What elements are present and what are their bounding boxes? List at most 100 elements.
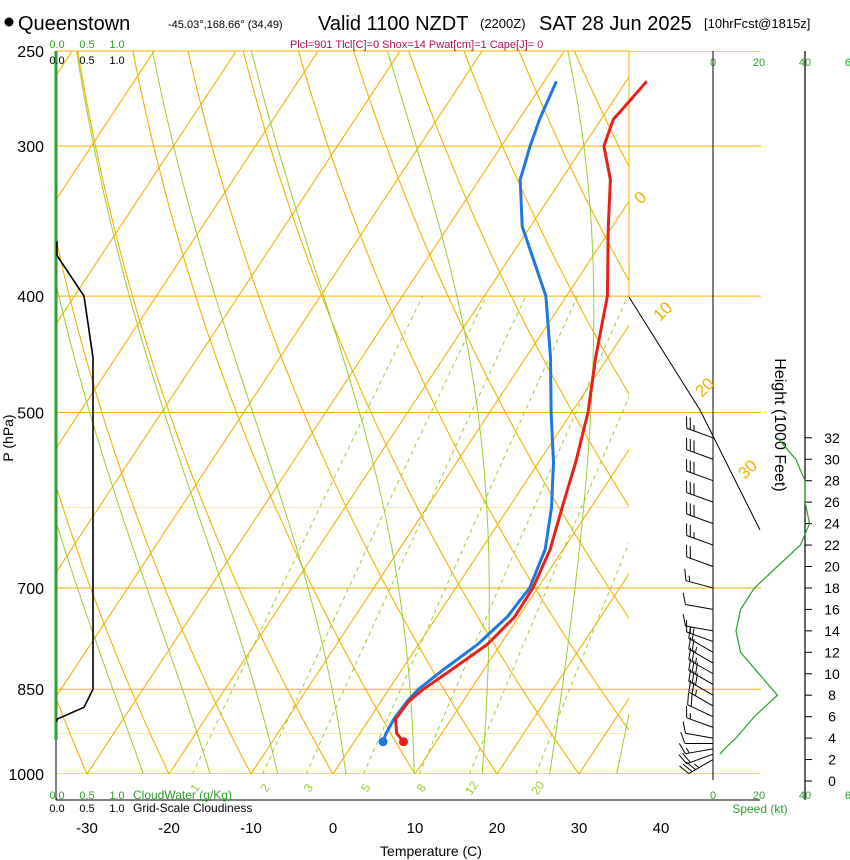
dry-adiabat-30 bbox=[242, 51, 580, 774]
dry-adiabat--30 bbox=[56, 696, 88, 774]
isotherm--20 bbox=[168, 76, 629, 774]
wind-panel-isobars bbox=[629, 51, 761, 774]
valid-utc: (2200Z) bbox=[480, 16, 526, 31]
speed-axis-labels: 0 0 20 20 40 40 60 60 bbox=[710, 51, 850, 802]
dry-adiabat-10 bbox=[132, 51, 416, 774]
pressure-label-400: 400 bbox=[17, 289, 44, 306]
wind-barb bbox=[682, 721, 714, 739]
mixing-ratio-8 bbox=[418, 295, 629, 774]
dry-adiabat-40 bbox=[297, 51, 629, 732]
dry-adiabat-20 bbox=[187, 51, 498, 774]
wind-barb-flag bbox=[682, 721, 686, 734]
wind-barb-staff bbox=[688, 759, 714, 774]
wind-barb-flag bbox=[678, 754, 688, 765]
wind-barb-flag bbox=[688, 575, 691, 582]
moist-adiabat-6 bbox=[549, 51, 595, 774]
wind-barb-staff bbox=[685, 580, 714, 589]
mixing-ratio-label-20: 20 bbox=[528, 778, 547, 797]
y-axis-label: P (hPa) bbox=[0, 414, 16, 461]
wind-barb bbox=[687, 692, 714, 718]
wind-barb-flag bbox=[695, 689, 697, 696]
moist-adiabat-label-10: 10 bbox=[649, 298, 676, 325]
forecast-info: [10hrFcst@1815z] bbox=[704, 16, 810, 31]
wind-barb-flag bbox=[695, 646, 697, 654]
wind-barb bbox=[686, 544, 714, 567]
isotherm--70 bbox=[56, 51, 237, 325]
wind-barb-flag bbox=[682, 592, 686, 605]
wind-barb-staff bbox=[686, 556, 714, 567]
dry-adiabat-130 bbox=[783, 30, 850, 800]
wind-barb-staff bbox=[686, 427, 714, 439]
wind-barb bbox=[686, 459, 714, 482]
speed-label-bottom-20: 20 bbox=[753, 790, 765, 802]
wind-barb-staff bbox=[686, 753, 714, 765]
wind-barb-staff bbox=[686, 449, 714, 460]
height-label-24: 24 bbox=[824, 516, 840, 532]
wind-barb bbox=[682, 592, 714, 610]
wind-barb bbox=[686, 502, 714, 525]
moist-adiabat-label-0: 0 bbox=[630, 188, 650, 208]
dry-adiabat-50 bbox=[353, 51, 629, 620]
height-label-14: 14 bbox=[824, 623, 840, 639]
wind-barb-flag bbox=[680, 732, 686, 744]
moist-adiabat-7 bbox=[616, 711, 629, 774]
wind-barb-staff bbox=[688, 691, 714, 707]
height-label-0: 0 bbox=[828, 773, 836, 789]
height-label-32: 32 bbox=[824, 430, 840, 446]
wind-barb-staff bbox=[686, 513, 714, 525]
wind-barb bbox=[686, 705, 714, 728]
temperature-label-20: 20 bbox=[489, 820, 506, 837]
dry-adiabat-110 bbox=[674, 30, 850, 800]
wind-barb-flag bbox=[687, 692, 690, 705]
mixing-ratio-label-3: 3 bbox=[301, 781, 316, 795]
wind-barb-flag bbox=[678, 743, 686, 754]
cloud-water-scale-top-0.0: 0.0 bbox=[49, 39, 64, 51]
wind-barb-staff bbox=[686, 631, 714, 643]
parcel-line bbox=[628, 296, 761, 531]
cloud-water-scale-bottom-0.5: 0.5 bbox=[79, 790, 94, 802]
valid-date: SAT 28 Jun 2025 bbox=[539, 13, 692, 35]
wind-barb bbox=[686, 437, 714, 460]
height-label-20: 20 bbox=[824, 559, 840, 575]
temperature-label--20: -20 bbox=[158, 820, 180, 837]
speed-label-bottom-60: 60 bbox=[845, 790, 850, 802]
moist-adiabat-5 bbox=[386, 51, 490, 774]
station-coords: -45.03°,168.66° (34,49) bbox=[168, 19, 283, 31]
wind-barb-flag bbox=[695, 657, 697, 664]
temperature-line bbox=[393, 80, 648, 743]
dry-adiabat-140 bbox=[838, 30, 850, 800]
wind-barb-staff bbox=[686, 492, 714, 503]
height-label-2: 2 bbox=[828, 752, 836, 768]
dry-adiabat-60 bbox=[408, 51, 629, 508]
dry-adiabat-80 bbox=[518, 51, 629, 283]
pressure-label-300: 300 bbox=[17, 139, 44, 156]
wind-barb-staff bbox=[688, 680, 714, 696]
speed-label-top-20: 20 bbox=[753, 57, 765, 69]
mixing-ratio-1 bbox=[192, 295, 424, 774]
wind-barb-staff bbox=[688, 659, 714, 675]
wind-barb bbox=[686, 416, 714, 439]
mixing-ratio-12 bbox=[469, 395, 629, 774]
wind-barb-staff bbox=[686, 535, 714, 546]
wind-barb-flag bbox=[684, 568, 687, 581]
wind-speed-line bbox=[719, 437, 811, 755]
isobar-lines bbox=[56, 51, 629, 774]
cloud-water-scale-top-0.5: 0.5 bbox=[79, 39, 94, 51]
speed-axis-label: Speed (kt) bbox=[732, 802, 787, 816]
height-axis-label: Height (1000 Feet) bbox=[771, 358, 788, 491]
height-label-18: 18 bbox=[824, 580, 840, 596]
wind-barbs bbox=[678, 416, 714, 774]
temperature-label-30: 30 bbox=[571, 820, 588, 837]
height-label-26: 26 bbox=[824, 494, 840, 510]
height-label-28: 28 bbox=[824, 473, 840, 489]
mixing-ratio-20 bbox=[535, 541, 629, 774]
dry-adiabat-90 bbox=[573, 51, 629, 168]
wind-barb bbox=[678, 753, 714, 765]
wind-barb-staff bbox=[687, 704, 714, 718]
isotherm--60 bbox=[56, 51, 319, 450]
height-label-6: 6 bbox=[828, 709, 836, 725]
mixing-ratio-2 bbox=[262, 295, 487, 774]
isotherm--80 bbox=[56, 51, 155, 201]
